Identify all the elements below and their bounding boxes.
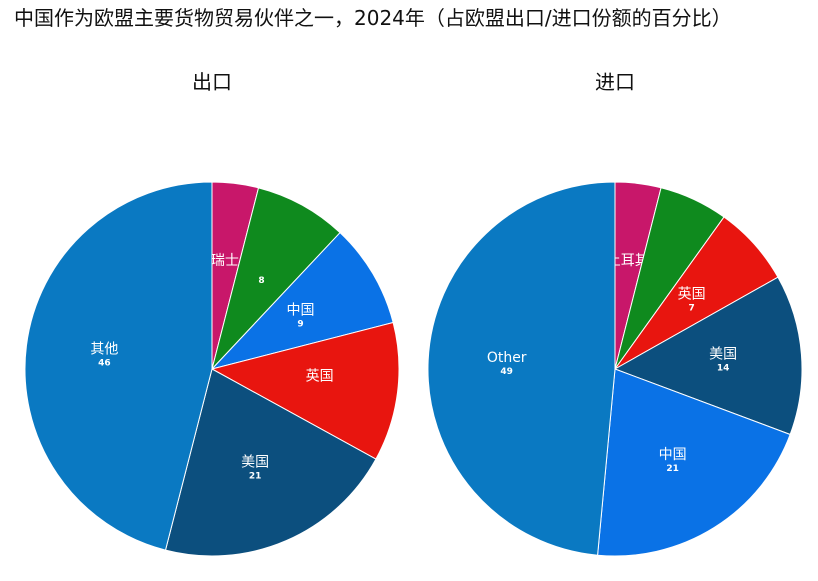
slice-value: 49 [500,367,513,377]
slice-value: 46 [98,358,111,368]
slice-value: 14 [717,364,730,374]
slice-value: 8 [258,276,264,286]
pie-slice [597,368,791,557]
pie-slice [427,181,616,556]
pie-slice [210,321,400,460]
slice-label: 英国 [306,368,334,385]
pie-slice [210,231,394,370]
slice-value: 21 [666,464,679,474]
slice-value: 21 [249,472,262,482]
pie-slice [613,276,803,436]
slice-label: Other [487,350,527,366]
slice-label: 美国 [709,347,737,363]
pie-slice [24,181,213,551]
slice-label: 英国 [678,285,706,302]
slice-label: 美国 [241,455,269,471]
pie-title-exports: 出口 [192,70,232,94]
slice-label: 其他 [90,341,118,357]
pie-title-imports: 进口 [595,70,635,94]
slice-label: 中国 [659,447,687,463]
pie-slice [164,368,377,557]
pie-slice [211,187,341,370]
slice-value: 7 [688,303,694,313]
slice-label: 土耳其 [607,253,649,269]
slice-label: 中国 [287,303,315,319]
slice-label: 瑞士 [211,253,239,269]
chart-title: 中国作为欧盟主要货物贸易伙伴之一，2024年（占欧盟出口/进口份额的百分比） [14,6,732,30]
slice-value: 9 [297,320,303,330]
